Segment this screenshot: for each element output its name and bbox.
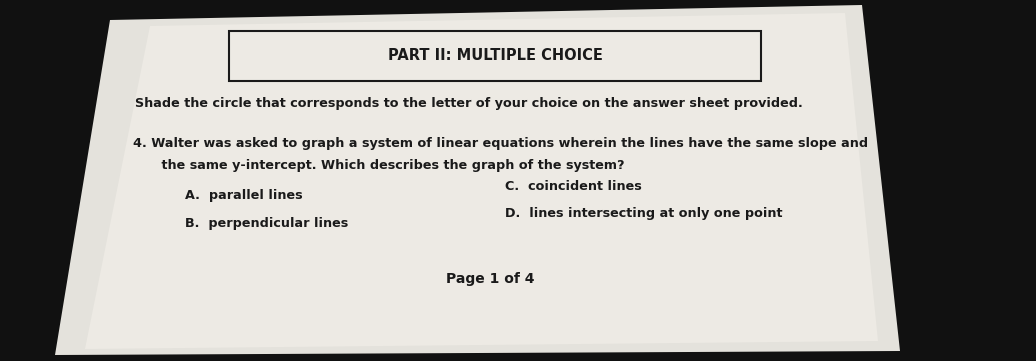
Text: Shade the circle that corresponds to the letter of your choice on the answer she: Shade the circle that corresponds to the… (135, 96, 803, 109)
Text: PART II: MULTIPLE CHOICE: PART II: MULTIPLE CHOICE (387, 48, 603, 64)
Polygon shape (85, 13, 877, 349)
Text: the same y-intercept. Which describes the graph of the system?: the same y-intercept. Which describes th… (148, 160, 625, 173)
Text: B.  perpendicular lines: B. perpendicular lines (185, 217, 348, 230)
Polygon shape (55, 5, 900, 355)
Text: A.  parallel lines: A. parallel lines (185, 190, 303, 203)
Text: Page 1 of 4: Page 1 of 4 (445, 272, 535, 286)
Text: C.  coincident lines: C. coincident lines (505, 179, 641, 192)
Text: D.  lines intersecting at only one point: D. lines intersecting at only one point (505, 206, 782, 219)
Text: 4. Walter was asked to graph a system of linear equations wherein the lines have: 4. Walter was asked to graph a system of… (133, 136, 868, 149)
